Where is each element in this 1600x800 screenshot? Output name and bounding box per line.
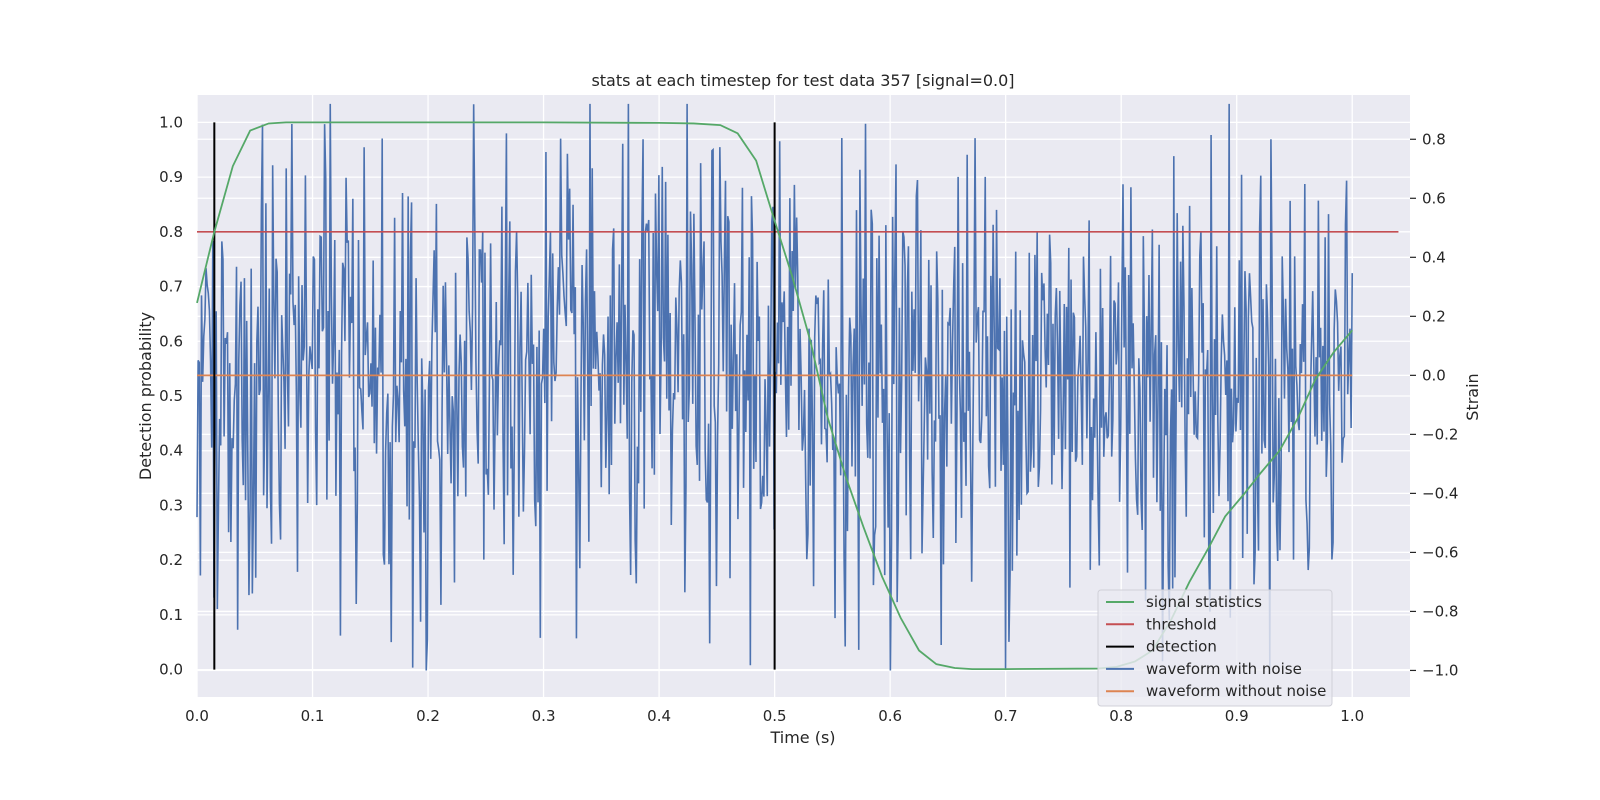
x-tick-label: 0.5 xyxy=(763,707,787,725)
y2-tick-label: −0.4 xyxy=(1422,484,1458,502)
legend-box xyxy=(1097,589,1333,707)
x-tick-label: 0.1 xyxy=(301,707,325,725)
y-axis-label: Detection probability xyxy=(136,312,155,480)
y2-tick-label: −0.8 xyxy=(1422,602,1458,620)
x-tick-label: 0.8 xyxy=(1109,707,1133,725)
y-tick-label: 0.4 xyxy=(159,442,183,460)
y-tick-label: 0.7 xyxy=(159,278,183,296)
legend-label: threshold xyxy=(1146,615,1217,633)
x-tick-label: 0.3 xyxy=(532,707,556,725)
y2-tick-label: 0.8 xyxy=(1422,130,1446,148)
x-axis-label: Time (s) xyxy=(769,728,835,747)
y-tick-label: 0.5 xyxy=(159,387,183,405)
x-tick-label: 0.9 xyxy=(1225,707,1249,725)
y-tick-label: 0.1 xyxy=(159,606,183,624)
legend-label: waveform without noise xyxy=(1146,682,1326,700)
legend-label: detection xyxy=(1146,638,1217,656)
y-tick-label: 0.6 xyxy=(159,332,183,350)
y2-tick-label: 0.0 xyxy=(1422,366,1446,384)
y-tick-label: 0.9 xyxy=(159,168,183,186)
x-tick-label: 0.0 xyxy=(185,707,209,725)
x-tick-label: 0.4 xyxy=(647,707,671,725)
y-tick-label: 0.8 xyxy=(159,223,183,241)
legend: signal statistics threshold detection wavef… xyxy=(1097,589,1333,707)
y2-tick-label: 0.2 xyxy=(1422,307,1446,325)
series-group xyxy=(196,103,1399,671)
x-tick-label: 0.2 xyxy=(416,707,440,725)
x-tick-label: 0.7 xyxy=(994,707,1018,725)
axes: 0.0 0.1 0.2 0.3 0.4 0.5 0.6 0.7 0.8 0.9 1.0 0.0 0.1 0… xyxy=(159,113,1458,725)
y2-tick-label: 0.4 xyxy=(1422,248,1446,266)
y-tick-label: 1.0 xyxy=(159,113,183,131)
series-signal-statistics xyxy=(196,121,1353,670)
y-tick-label: 0.2 xyxy=(159,551,183,569)
y-tick-label: 0.0 xyxy=(159,661,183,679)
chart-title: stats at each timestep for test data 357… xyxy=(591,71,1014,90)
y2-tick-label: −1.0 xyxy=(1422,661,1458,679)
y2-tick-label: −0.6 xyxy=(1422,543,1458,561)
y2-tick-label: 0.6 xyxy=(1422,189,1446,207)
legend-label: signal statistics xyxy=(1146,593,1262,611)
x-tick-label: 1.0 xyxy=(1340,707,1364,725)
y2-axis-label: Strain xyxy=(1463,373,1482,420)
y-tick-label: 0.3 xyxy=(159,496,183,514)
y2-tick-label: −0.2 xyxy=(1422,425,1458,443)
legend-label: waveform with noise xyxy=(1146,660,1302,678)
x-tick-label: 0.6 xyxy=(878,707,902,725)
